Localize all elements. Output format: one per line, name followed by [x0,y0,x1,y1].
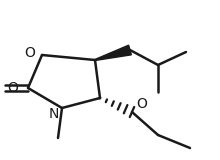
Text: N: N [49,107,59,121]
Text: O: O [7,81,18,95]
Text: O: O [25,46,35,60]
Text: O: O [137,97,147,111]
Polygon shape [95,45,131,60]
